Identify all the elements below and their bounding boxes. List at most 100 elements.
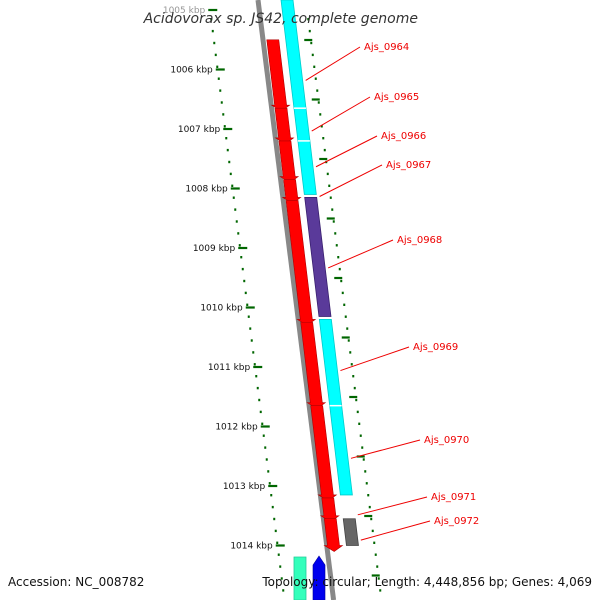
scale-dot	[337, 256, 340, 259]
gene-leader-line	[327, 239, 394, 269]
gray-gene	[342, 518, 359, 546]
scale-dot	[213, 41, 216, 45]
scale-dot	[361, 446, 364, 449]
scale-dot	[238, 244, 241, 247]
scale-dot	[343, 303, 346, 306]
kbp-tick-label: 1005 kbp	[163, 6, 206, 16]
scale-dot	[346, 327, 349, 330]
gene-label: Ajs_0969	[413, 342, 458, 353]
accession-text: Accession: NC_008782	[8, 575, 144, 589]
scale-dot	[258, 398, 261, 402]
scale-dot	[232, 196, 235, 199]
scale-dot	[228, 160, 231, 164]
scale-dot	[319, 113, 322, 116]
scale-dot	[225, 137, 228, 140]
scale-dot	[231, 184, 234, 187]
feature-rings	[266, 0, 359, 600]
scale-dot	[328, 184, 331, 187]
scale-dot	[216, 65, 219, 68]
gene-leader-line	[350, 439, 421, 459]
scale-dot	[210, 18, 213, 21]
scale-dot	[310, 41, 313, 45]
gene-label: Ajs_0971	[431, 492, 476, 503]
scale-dot	[320, 125, 323, 128]
kbp-tick-label: 1012 kbp	[215, 423, 258, 433]
scale-dot	[255, 375, 258, 378]
scale-dot	[277, 553, 280, 556]
gene-arrow	[274, 107, 295, 145]
kbp-tick-label: 1014 kbp	[230, 542, 273, 552]
cyan-band	[318, 318, 353, 496]
scale-dot	[326, 172, 329, 176]
gene-leader-line	[305, 46, 361, 81]
scale-dot	[280, 577, 283, 580]
scale-dot	[307, 18, 310, 21]
scale-dot	[332, 220, 335, 223]
gene-label: Ajs_0966	[381, 131, 426, 142]
backbone-line	[255, 0, 337, 600]
map-title: Acidovorax sp. JS42, complete genome	[143, 11, 418, 27]
scale-dot	[274, 529, 277, 533]
scale-dot	[349, 351, 352, 354]
gene-label: Ajs_0970	[424, 435, 469, 446]
scale-dot	[268, 482, 271, 485]
scale-dot	[271, 505, 274, 509]
scale-dot	[347, 339, 350, 342]
gene-arrow	[323, 518, 344, 552]
scale-dot	[265, 458, 268, 461]
scale-dot	[214, 53, 217, 57]
scale-dot	[262, 434, 265, 437]
gene-leader-line	[315, 135, 378, 168]
kbp-tick-label: 1010 kbp	[200, 304, 243, 314]
scale-dot	[376, 565, 379, 568]
scale-dot	[364, 470, 367, 473]
scale-dot	[379, 589, 382, 592]
scale-dot	[371, 529, 374, 533]
scale-dot	[217, 77, 220, 80]
scale-dot	[252, 351, 255, 354]
scale-dot	[317, 101, 320, 104]
scale-dot	[222, 113, 225, 116]
scale-dot	[259, 410, 262, 414]
kbp-tick-label: 1008 kbp	[185, 185, 228, 195]
scale-dot	[267, 470, 270, 473]
scale-dot	[352, 375, 355, 378]
scale-dot	[279, 565, 282, 568]
scale-dot	[253, 363, 256, 366]
scale-dot	[313, 65, 316, 68]
scale-dot	[270, 494, 273, 497]
scale-dot	[226, 148, 229, 152]
scale-dot	[276, 541, 279, 544]
scale-dot	[223, 125, 226, 128]
kbp-tick-label: 1006 kbp	[170, 66, 213, 76]
scale-dot	[249, 327, 252, 330]
scale-dot	[323, 148, 326, 152]
scale-dot	[308, 29, 311, 33]
scale-dot	[316, 89, 319, 92]
gene-label: Ajs_0968	[397, 235, 442, 246]
scale-dot	[359, 434, 362, 437]
gene-arrow	[278, 140, 300, 183]
scale-dot	[331, 208, 334, 211]
scale-dot	[355, 398, 358, 402]
scale-dot	[261, 422, 264, 425]
gene-leader-line	[340, 346, 410, 372]
scale-dot	[370, 517, 373, 521]
scale-dot	[256, 386, 259, 390]
gene-label: Ajs_0964	[364, 42, 409, 53]
scale-dot	[338, 267, 341, 271]
scale-dot	[356, 410, 359, 414]
scale-dot	[244, 291, 247, 295]
gene-leader-line	[319, 164, 383, 197]
scale-dot	[246, 303, 249, 306]
gene-label: Ajs_0967	[386, 160, 431, 171]
scale-dot	[358, 422, 361, 425]
cyan-band	[280, 0, 317, 195]
scale-dot	[219, 89, 222, 92]
scale-dot	[229, 172, 232, 176]
kbp-tick-label: 1007 kbp	[178, 125, 221, 135]
scale-dot	[250, 339, 253, 342]
scale-dot	[350, 363, 353, 366]
scale-dot	[282, 589, 285, 592]
gene-label: Ajs_0972	[434, 516, 479, 527]
